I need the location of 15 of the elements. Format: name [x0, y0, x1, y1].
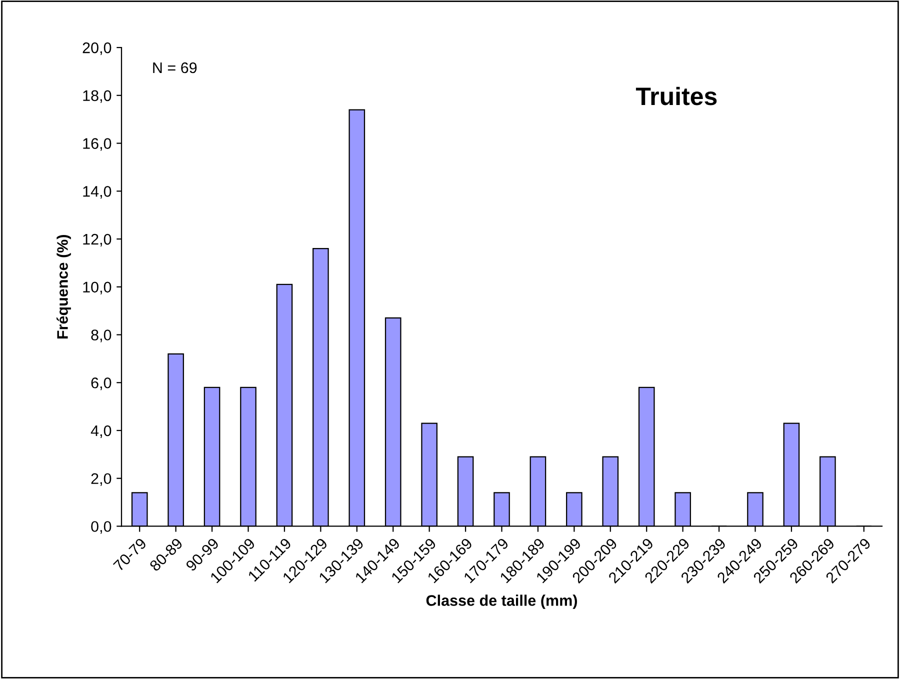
- y-axis-title: Fréquence (%): [56, 235, 71, 338]
- y-tick-label: 6,0: [91, 377, 112, 390]
- text: Truites: [636, 86, 717, 106]
- y-tick-label: 14,0: [83, 186, 112, 199]
- y-tick-label: 2,0: [91, 473, 112, 486]
- y-tick-label: 20,0: [82, 42, 112, 56]
- y-tick-label: 0,0: [91, 521, 112, 534]
- y-tick-label: 4,0: [90, 425, 112, 438]
- y-tick-label: 8,0: [91, 330, 112, 342]
- x-axis-title: Classe de taille (mm): [426, 594, 577, 609]
- annotation: N = 69: [153, 62, 197, 74]
- y-tick-label: 12,0: [83, 234, 112, 246]
- y-tick-label: 18,0: [83, 90, 112, 103]
- y-tick-label: 16,0: [83, 138, 112, 151]
- y-tick-label: 10,0: [83, 282, 112, 294]
